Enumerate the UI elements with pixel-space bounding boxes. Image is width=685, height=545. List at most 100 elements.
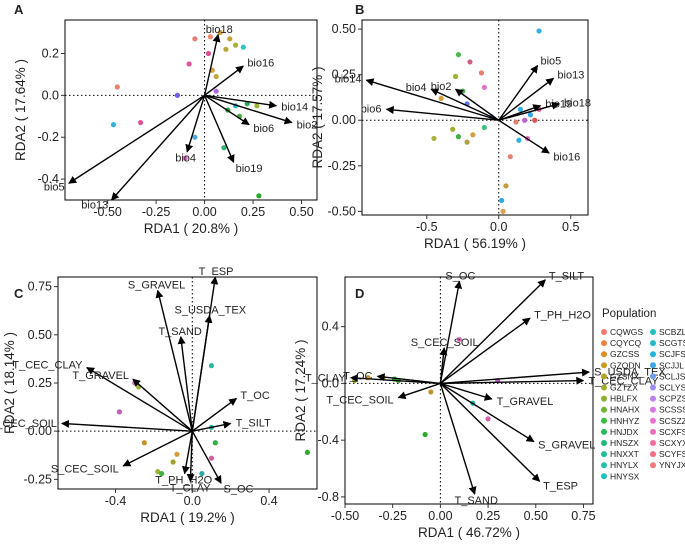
- population-point: [513, 119, 519, 125]
- legend-label: SCPZS: [659, 394, 685, 404]
- population-point: [155, 469, 161, 475]
- vector-label: T_CEC_SOIL: [326, 395, 393, 407]
- population-point: [455, 52, 462, 58]
- vector-arrow: [430, 88, 500, 121]
- population-point: [205, 50, 212, 57]
- plot-frame: [361, 19, 589, 216]
- population-point: [516, 137, 522, 143]
- legend: Population CQWGS SCBZL CQYCQ SCGTS GZCSS SCJFS…: [601, 308, 685, 481]
- legend-label: SCLYS: [659, 383, 685, 393]
- x-tick-label: 0.25: [476, 509, 500, 523]
- vector-arrow: [203, 95, 235, 164]
- population-point: [138, 119, 144, 126]
- population-point: [170, 459, 176, 465]
- legend-swatch: [601, 406, 607, 413]
- population-point: [481, 84, 487, 91]
- legend-label: CQWGS: [610, 327, 643, 337]
- vector-arrow: [439, 279, 546, 384]
- vector-arrow: [349, 374, 441, 385]
- vector-arrow: [498, 64, 539, 121]
- vector-label: T_SILT: [236, 417, 272, 429]
- legend-label: HNYSX: [610, 471, 640, 481]
- legend-label: HNHYZ: [610, 416, 639, 426]
- legend-label: SCXYX: [659, 438, 685, 448]
- x-tick-label: -0.5: [416, 220, 438, 234]
- x-axis-title: RDA1 ( 19.2% ): [140, 510, 235, 525]
- vector-label: S_USDA_TEX: [175, 305, 247, 317]
- vector-arrow: [177, 335, 193, 432]
- population-point: [467, 59, 473, 65]
- legend-item: CQWGS: [601, 327, 643, 337]
- x-tick-label: -0.25: [378, 509, 407, 523]
- vector-arrow: [439, 317, 531, 384]
- population-point: [213, 88, 219, 94]
- x-tick-label: 0.00: [192, 205, 216, 219]
- x-tick-label: 0.4: [260, 494, 277, 508]
- population-point: [232, 42, 239, 48]
- population-point: [500, 208, 506, 214]
- y-tick-label: -0.8: [317, 490, 339, 504]
- legend-label: SCSSS: [659, 405, 685, 415]
- x-tick-label: 0.00: [428, 509, 452, 523]
- y-tick-label: 0.2: [42, 46, 59, 60]
- y-tick-label: 0.00: [28, 424, 52, 438]
- y-axis-title: RDA2 ( 17.64% ): [13, 59, 28, 161]
- population-point: [452, 73, 459, 80]
- population-point: [527, 112, 534, 118]
- x-axis-title: RDA1 ( 46.72% ): [418, 525, 520, 540]
- vector-arrow: [204, 94, 293, 125]
- y-tick-label: 0.50: [332, 22, 356, 36]
- population-point: [499, 197, 505, 204]
- vector-label: bio5: [44, 182, 65, 194]
- legend-label: CQYCQ: [610, 338, 642, 348]
- vector-arrow: [498, 119, 550, 154]
- legend-item: SCXYX: [650, 438, 685, 448]
- vector-label: T_SILT: [549, 271, 585, 283]
- plot-frame: [64, 19, 318, 201]
- population-point: [256, 193, 262, 199]
- legend-item: GZSNX: [601, 371, 640, 381]
- population-point: [485, 416, 491, 422]
- legend-label: HNYLX: [610, 460, 639, 470]
- legend-item: HNAHX: [601, 405, 640, 415]
- vector-arrow: [132, 378, 193, 432]
- legend-item: HNXXT: [601, 449, 639, 459]
- legend-swatch: [650, 351, 656, 358]
- vector-label: bio18: [206, 24, 233, 36]
- population-point: [422, 431, 428, 438]
- vector-label: T_ESP: [199, 266, 234, 278]
- legend-swatch: [601, 462, 607, 469]
- population-point: [208, 363, 215, 369]
- vector-label: S_OC: [445, 270, 475, 282]
- legend-item: SCSSS: [650, 405, 685, 415]
- legend-item: SCYFS: [650, 449, 685, 459]
- vector-arrow: [181, 431, 193, 475]
- legend-swatch: [650, 329, 656, 335]
- population-point: [199, 470, 205, 477]
- legend-item: HBLFX: [601, 394, 638, 404]
- legend-swatch: [601, 428, 607, 435]
- vector-arrow: [439, 347, 448, 384]
- vector-label: S_USDA_TEX: [594, 367, 666, 379]
- vector-label: T_OC: [240, 390, 269, 402]
- vector-label: bio6: [253, 123, 274, 135]
- vector-arrow: [204, 94, 250, 126]
- vector-label: T_OC: [343, 371, 372, 383]
- legend-swatch: [650, 462, 656, 469]
- panel-label: A: [14, 2, 24, 17]
- legend-label: GZTZX: [610, 383, 638, 393]
- vector-arrow: [204, 94, 278, 109]
- vector-label: bio4: [175, 153, 196, 165]
- legend-label: HNAHX: [610, 405, 640, 415]
- y-tick-label: 0.0: [42, 88, 59, 102]
- y-axis-title: RDA2 ( 18.14% ): [2, 332, 17, 434]
- population-point: [532, 117, 538, 123]
- vector-label: S_CEC_SOIL: [51, 464, 119, 476]
- vector-label: T_PH_H2O: [534, 310, 591, 322]
- legend-item: GZTZX: [601, 383, 638, 393]
- x-tick-label: -0.25: [142, 205, 171, 219]
- vector-arrow: [86, 366, 193, 432]
- vector-arrow: [498, 77, 555, 121]
- y-tick-label: -0.4: [37, 172, 59, 186]
